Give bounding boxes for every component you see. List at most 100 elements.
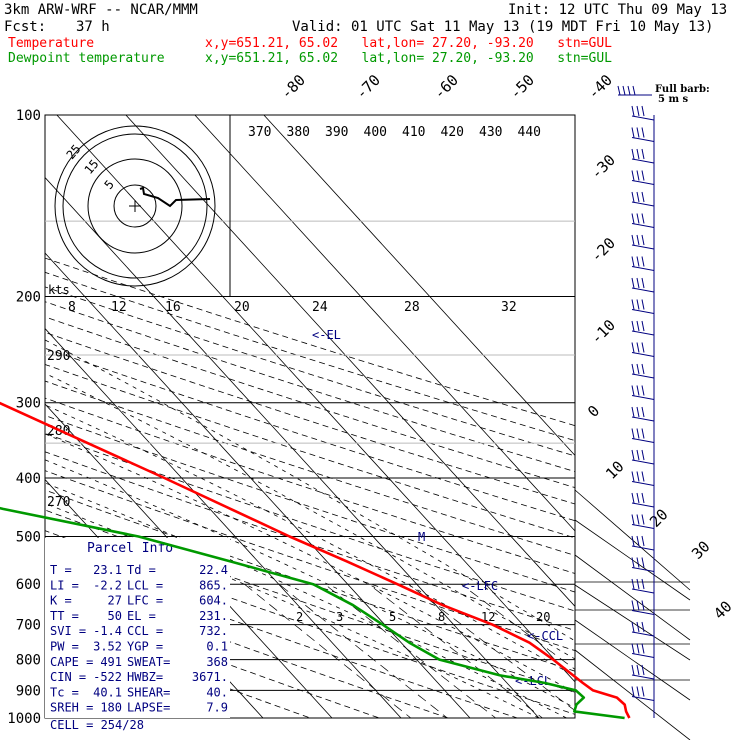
parcel-param-name: Tc = [50, 685, 79, 699]
mixing-ratio-label: 5 [389, 610, 396, 624]
wind-barb [631, 514, 655, 529]
wind-barb-flag [641, 320, 645, 332]
parcel-param-name: CCL = [127, 624, 163, 638]
legend-temperature: Temperature [8, 36, 95, 51]
speed-tick-label: 20 [234, 300, 250, 315]
parcel-param-value: 732. [199, 624, 228, 638]
mixing-ratio-label: 8 [438, 610, 445, 624]
wind-barb-flag [631, 105, 635, 117]
wind-barb-shaft [631, 567, 655, 572]
wind-barb-flag [631, 191, 635, 203]
dry-adiabat [45, 470, 575, 652]
wind-barb-flag [641, 428, 645, 439]
wind-barb-flag [641, 363, 645, 375]
wind-barb-flag [631, 449, 635, 461]
isotherm-label: 10 [602, 457, 628, 483]
parcel-param-name: LI = [50, 578, 79, 592]
barb-key-units: 5 m s [658, 94, 689, 105]
wind-barb-flag [631, 320, 635, 332]
wind-barb-flag [641, 256, 645, 267]
wind-barb [631, 600, 655, 615]
wind-barb [631, 256, 655, 271]
mixing-ratio-line [460, 583, 575, 670]
wind-barb [631, 320, 655, 336]
hodograph-ring [87, 158, 183, 254]
wind-barb-flag [636, 363, 640, 375]
wind-barb-flag [636, 105, 640, 117]
wind-barb-shaft [631, 459, 655, 465]
wind-barb-flag [641, 535, 645, 547]
wind-barb-flag [631, 557, 635, 568]
isotherm-extension [574, 489, 691, 740]
wind-barb-flag [631, 406, 635, 418]
parcel-param-value: 231. [199, 609, 228, 623]
wind-barb-flag [641, 105, 645, 117]
theta-label: 410 [402, 125, 425, 140]
wind-barb-flag [636, 643, 640, 654]
wind-barb-flag [631, 363, 635, 375]
dry-adiabat [45, 415, 575, 593]
parcel-param-name: T = [50, 563, 72, 577]
speed-tick-label: 12 [111, 300, 127, 315]
moist-adiabat [45, 482, 567, 718]
parcel-param-value: 604. [199, 594, 228, 608]
parcel-info-box: Parcel Info T = 23.1 Td = 22.4 LI = -2.2 LCL = 8… [45, 538, 230, 732]
parcel-param-value: 7.9 [206, 701, 228, 715]
barb-key-symbol [617, 85, 652, 96]
dry-adiabat [45, 347, 575, 522]
wind-barb-shaft [631, 502, 655, 508]
speed-tick-label: 24 [312, 300, 328, 315]
theta-label: 370 [248, 125, 271, 140]
parcel-param-name: SVI = [50, 624, 86, 638]
wind-barb [631, 299, 655, 314]
parcel-param-name: SREH = [50, 701, 93, 715]
level-marker: <-LFC [462, 579, 498, 593]
theta-label-left: 290 [47, 349, 70, 364]
wind-barbs [617, 85, 655, 718]
wind-barb-flag [631, 277, 635, 289]
wind-barb-flag [636, 514, 640, 525]
isotherm-extension-line [574, 649, 691, 740]
hodograph-ring [113, 184, 157, 228]
wind-barb-flag [641, 643, 645, 654]
theta-label: 430 [479, 125, 502, 140]
isotherm-label: -10 [587, 316, 619, 348]
wind-barb-shaft [631, 631, 655, 637]
level-marker: M [418, 530, 425, 544]
isotherm-label: 40 [710, 597, 736, 623]
dry-adiabat [45, 432, 575, 612]
isotherm-line [263, 115, 575, 457]
wind-barb-flag [641, 385, 645, 396]
wind-barb-flag [636, 535, 640, 547]
wind-barb-flag [641, 621, 645, 633]
wind-barb-flag [636, 213, 640, 224]
hodograph-ring [62, 133, 208, 279]
wind-barb-flag [631, 213, 635, 224]
parcel-param-value: 180 [100, 701, 122, 715]
pressure-label: 600 [16, 577, 41, 593]
wind-barb-flag [636, 191, 640, 203]
wind-barb-flag [641, 686, 645, 697]
wind-barb-flag [636, 471, 640, 482]
wind-barb [631, 385, 655, 400]
wind-barb-shaft [631, 610, 655, 615]
sounding-traces [0, 401, 631, 720]
wind-barb-shaft [631, 330, 655, 336]
wind-barb [631, 191, 655, 207]
parcel-param-name: SHEAR= [127, 685, 170, 699]
parcel-param-name: LFC = [127, 594, 163, 608]
wind-barb-flag [631, 127, 635, 138]
wind-barb [631, 621, 655, 637]
wind-barb-shaft [631, 201, 655, 207]
wind-barb-shaft [631, 395, 655, 400]
parcel-param-name: TT = [50, 609, 79, 623]
wind-barb [631, 471, 655, 486]
wind-barb-flag [641, 127, 645, 138]
parcel-param-name: LCL = [127, 578, 163, 592]
wind-barb-flag [641, 514, 645, 525]
speed-tick-label: 28 [404, 300, 420, 315]
wind-barb-flag [636, 492, 640, 504]
level-marker: <-CCL [527, 629, 563, 643]
mixing-ratio-line [368, 583, 544, 718]
